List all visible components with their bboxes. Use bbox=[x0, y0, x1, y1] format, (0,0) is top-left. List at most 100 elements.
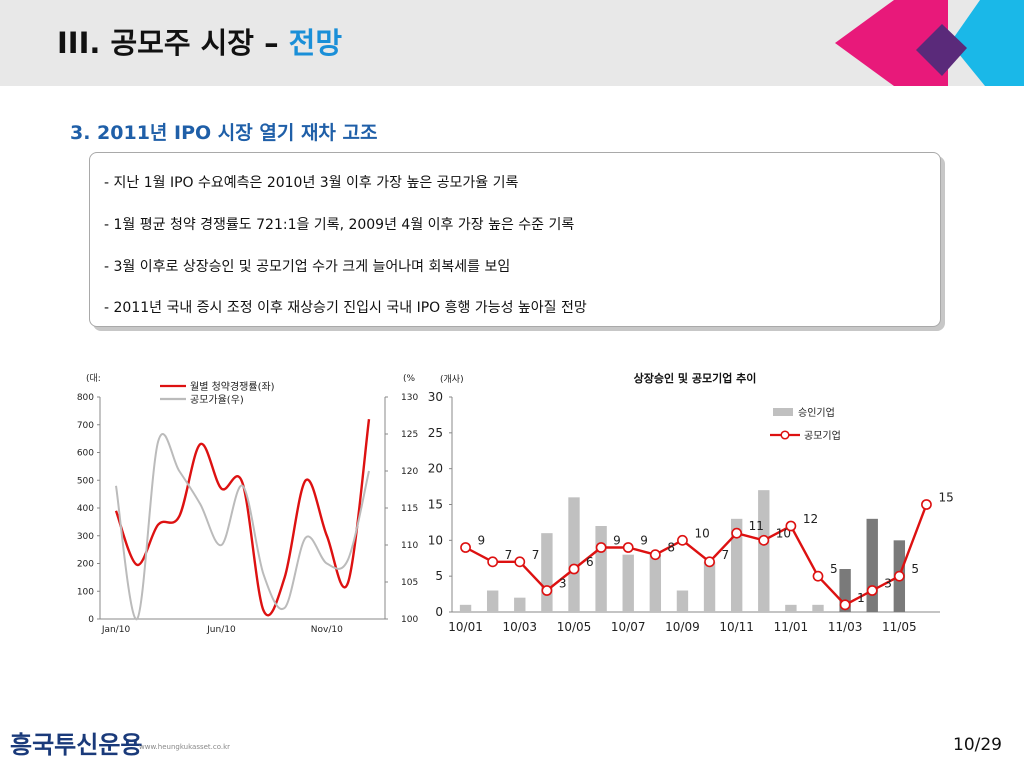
legend-label: 공모기업 bbox=[804, 429, 841, 442]
data-label: 11 bbox=[749, 519, 764, 533]
data-label: 9 bbox=[640, 534, 648, 548]
point-ipo-11/02 bbox=[812, 570, 824, 582]
deco-pink-shape bbox=[835, 0, 948, 86]
data-label: 15 bbox=[938, 491, 953, 505]
point-ipo-11/03 bbox=[839, 599, 851, 611]
data-label: 6 bbox=[586, 555, 594, 569]
company-logo: 흥국투신운용 bbox=[10, 731, 143, 759]
right-y-tick-label: 100 bbox=[401, 615, 418, 625]
data-label: 5 bbox=[911, 562, 919, 576]
bar-approved-11/04 bbox=[866, 518, 878, 612]
point-ipo-11/06 bbox=[921, 499, 932, 510]
point-ipo-10/10 bbox=[704, 556, 715, 568]
bar-approved-11/01 bbox=[785, 604, 797, 612]
y-unit-label: (개사) bbox=[440, 374, 464, 385]
page-title: III. 공모주 시장 – 전망 bbox=[57, 20, 342, 62]
section-subtitle: 3. 2011년 IPO 시장 열기 재차 고조 bbox=[70, 122, 378, 144]
bullet-4: - 2011년 국내 증시 조정 이후 재상승기 진입시 국내 IPO 흥행 가… bbox=[104, 300, 587, 316]
x-tick-label: 10/05 bbox=[557, 620, 592, 634]
x-tick-label: 10/09 bbox=[665, 620, 700, 634]
left-y-tick-label: 300 bbox=[77, 532, 94, 542]
point-ipo-10/08 bbox=[649, 549, 661, 561]
x-tick-label: 10/07 bbox=[611, 620, 646, 634]
bar-approved-10/09 bbox=[676, 590, 689, 612]
y-tick-label: 15 bbox=[428, 498, 443, 512]
point-ipo-10/07 bbox=[622, 542, 634, 553]
x-tick-label: 10/01 bbox=[448, 620, 483, 634]
x-tick-label: 11/01 bbox=[774, 620, 809, 634]
data-label: 1 bbox=[857, 591, 865, 605]
bar-approved-10/11 bbox=[730, 518, 743, 612]
left-y-tick-label: 800 bbox=[77, 393, 94, 403]
left-y-tick-label: 400 bbox=[77, 504, 94, 514]
data-label: 12 bbox=[803, 512, 818, 526]
header-bar: III. 공모주 시장 – 전망 bbox=[0, 0, 1024, 86]
bar-approved-10/02 bbox=[486, 590, 499, 612]
right-y-tick-label: 120 bbox=[401, 467, 418, 477]
point-ipo-10/11 bbox=[731, 527, 743, 539]
subscription-rate-chart: 0 100 200 300 400 500 600 700 800 100 105 110 115 120… bbox=[77, 373, 419, 635]
y-tick-label: 0 bbox=[435, 605, 443, 619]
page-number: 10/29 bbox=[953, 735, 1002, 755]
bar-approved-10/12 bbox=[758, 490, 770, 612]
legend-label: 공모가율(우) bbox=[190, 394, 244, 406]
right-y-tick-label: 105 bbox=[401, 578, 418, 588]
y-tick-label: 10 bbox=[428, 533, 443, 547]
data-label: 9 bbox=[478, 534, 486, 548]
point-ipo-10/01 bbox=[460, 542, 471, 553]
company-url: www.heungkukasset.co.kr bbox=[139, 743, 231, 751]
right-y-tick-label: 130 bbox=[401, 393, 418, 403]
chart-title: 상장승인 및 공모기업 추이 bbox=[634, 371, 757, 385]
bar-approved-11/02 bbox=[812, 604, 824, 612]
legend-swatch-ipo-marker bbox=[780, 430, 790, 440]
bar-approved-10/07 bbox=[622, 554, 634, 612]
deco-purple-diamond bbox=[916, 24, 967, 76]
deco-cyan-shape bbox=[950, 0, 1024, 86]
data-label: 5 bbox=[830, 562, 838, 576]
y-tick-label: 5 bbox=[435, 569, 443, 583]
bar-approved-10/08 bbox=[649, 554, 662, 612]
x-tick-label: 11/05 bbox=[882, 620, 917, 634]
bar-approved-10/01 bbox=[459, 604, 472, 612]
y-tick-label: 30 bbox=[428, 390, 443, 404]
x-tick-label: Jan/10 bbox=[101, 625, 131, 635]
point-ipo-10/12 bbox=[758, 534, 770, 546]
summary-box: - 지난 1월 IPO 수요예측은 2010년 3월 이후 가장 높은 공모가율… bbox=[89, 152, 941, 327]
data-label: 3 bbox=[559, 577, 567, 591]
legend-label: 승인기업 bbox=[798, 406, 835, 419]
decorative-diamond-logo bbox=[835, 0, 1024, 86]
data-label: 9 bbox=[613, 534, 621, 548]
point-ipo-10/09 bbox=[677, 534, 688, 546]
data-label: 3 bbox=[884, 577, 892, 591]
page-title-main: III. 공모주 시장 – bbox=[57, 26, 289, 60]
bar-approved-10/06 bbox=[595, 526, 607, 612]
right-unit-label: (% bbox=[403, 374, 416, 384]
x-tick-label: 11/03 bbox=[828, 620, 863, 634]
point-ipo-11/05 bbox=[893, 570, 905, 582]
right-y-tick-label: 110 bbox=[401, 541, 418, 551]
right-y-tick-label: 125 bbox=[401, 430, 418, 440]
x-tick-label: Nov/10 bbox=[311, 625, 343, 635]
data-label: 10 bbox=[694, 526, 709, 540]
point-ipo-10/04 bbox=[541, 585, 553, 596]
x-tick-label: Jun/10 bbox=[206, 625, 236, 635]
point-ipo-10/06 bbox=[595, 542, 607, 553]
left-y-tick-label: 600 bbox=[77, 449, 94, 459]
bullet-3: - 3월 이후로 상장승인 및 공모기업 수가 크게 늘어나며 회복세를 보임 bbox=[104, 259, 511, 275]
point-ipo-11/04 bbox=[866, 585, 878, 596]
data-label: 7 bbox=[722, 548, 730, 562]
point-ipo-10/05 bbox=[568, 563, 580, 575]
legend-swatch-approved bbox=[773, 408, 793, 416]
point-ipo-10/03 bbox=[514, 556, 526, 568]
bar-approved-10/03 bbox=[514, 597, 526, 612]
right-y-tick-label: 115 bbox=[401, 504, 418, 514]
left-unit-label: (대: bbox=[86, 373, 101, 384]
y-tick-label: 25 bbox=[428, 426, 443, 440]
left-y-tick-label: 700 bbox=[77, 421, 94, 431]
series-line-offering-price-rate bbox=[115, 432, 370, 621]
bar-approved-10/10 bbox=[703, 561, 716, 612]
bullet-2: - 1월 평균 청약 경쟁률도 721:1을 기록, 2009년 4월 이후 가… bbox=[104, 217, 575, 233]
left-y-tick-label: 100 bbox=[77, 587, 94, 597]
x-tick-label: 10/11 bbox=[719, 620, 754, 634]
